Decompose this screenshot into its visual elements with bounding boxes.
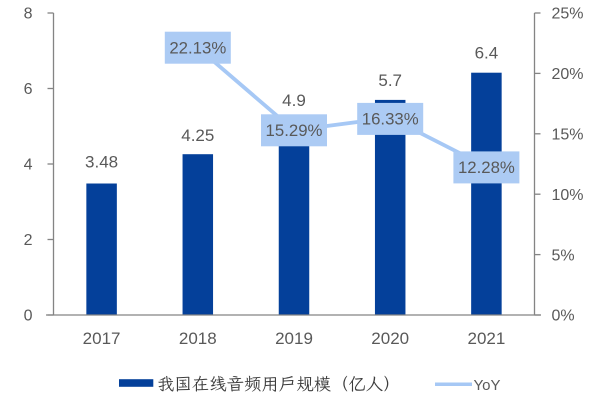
svg-text:2018: 2018 (179, 329, 217, 348)
svg-text:4.25: 4.25 (181, 126, 214, 145)
svg-text:4.9: 4.9 (282, 91, 306, 110)
svg-text:15.29%: 15.29% (266, 121, 323, 140)
svg-text:5.7: 5.7 (378, 71, 402, 90)
svg-text:8: 8 (24, 6, 33, 23)
svg-text:22.13%: 22.13% (169, 39, 226, 58)
svg-text:0: 0 (24, 308, 33, 325)
svg-text:5%: 5% (552, 247, 575, 264)
svg-text:2020: 2020 (371, 329, 409, 348)
svg-text:15%: 15% (552, 127, 584, 144)
svg-text:10%: 10% (552, 187, 584, 204)
svg-text:YoY: YoY (474, 377, 501, 394)
svg-text:4: 4 (24, 157, 33, 174)
svg-text:0%: 0% (552, 308, 575, 325)
svg-text:20%: 20% (552, 66, 584, 83)
svg-text:3.48: 3.48 (85, 153, 118, 172)
svg-text:6: 6 (24, 81, 33, 98)
svg-text:6.4: 6.4 (475, 44, 499, 63)
svg-text:2017: 2017 (83, 329, 121, 348)
svg-text:25%: 25% (552, 6, 584, 23)
svg-text:2019: 2019 (275, 329, 313, 348)
svg-text:12.28%: 12.28% (458, 158, 515, 177)
svg-text:16.33%: 16.33% (362, 110, 419, 129)
svg-text:2021: 2021 (467, 329, 505, 348)
svg-text:2: 2 (24, 232, 33, 249)
